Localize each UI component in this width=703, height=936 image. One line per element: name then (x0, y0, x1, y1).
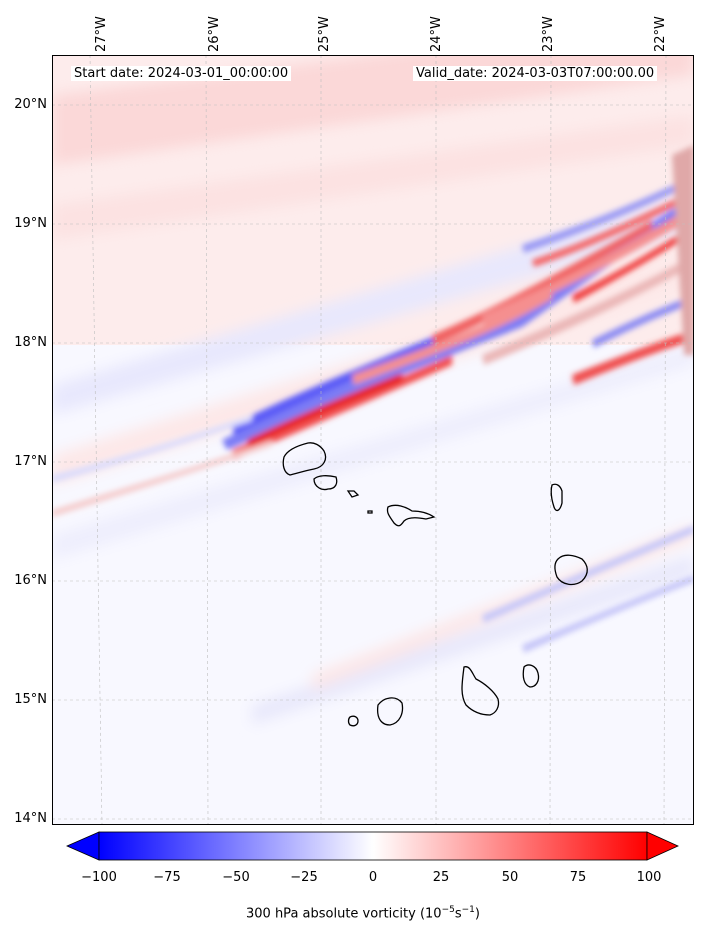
island-santo-antao (282, 442, 327, 476)
colorbar-label-mid: s (454, 906, 462, 922)
colorbar-tick-minus75: −75 (153, 870, 181, 885)
colorbar-tick-100: 100 (636, 870, 662, 885)
start-date-label: Start date: 2024-03-01_00:00:00 (71, 66, 292, 81)
colorbar-tick-75: 75 (569, 870, 587, 885)
colorbar (66, 831, 679, 861)
colorbar-label-exp1: −5 (441, 905, 455, 915)
lat-label-14n: 14°N (14, 811, 47, 826)
colorbar-extend-min (66, 831, 100, 861)
island-raso (367, 510, 373, 514)
island-maio (522, 664, 540, 688)
lon-label-23w: 23°W (541, 16, 556, 52)
island-boa-vista (554, 554, 588, 586)
map-gridlines (52, 55, 694, 825)
lon-label-27w: 27°W (94, 16, 109, 52)
island-santa-luzia (346, 490, 360, 498)
colorbar-tick-minus100: −100 (81, 870, 117, 885)
colorbar-gradient (98, 831, 648, 861)
island-brava (347, 715, 359, 727)
lat-label-16n: 16°N (14, 573, 47, 588)
lat-label-17n: 17°N (14, 454, 47, 469)
lat-label-19n: 19°N (14, 216, 47, 231)
island-sal (550, 483, 563, 512)
colorbar-label-main: 300 hPa absolute vorticity (10 (246, 906, 442, 922)
colorbar-extend-max (646, 831, 679, 861)
field-filaments (52, 145, 694, 653)
lat-label-20n: 20°N (14, 97, 47, 112)
lat-label-18n: 18°N (14, 335, 47, 350)
vorticity-map (52, 55, 694, 825)
lon-label-22w: 22°W (653, 16, 668, 52)
colorbar-label-end: ) (474, 906, 480, 922)
colorbar-label: 300 hPa absolute vorticity (10−5s−1) (246, 905, 480, 921)
lon-label-25w: 25°W (317, 16, 332, 52)
island-sao-nicolau (386, 504, 436, 527)
lon-label-24w: 24°W (429, 16, 444, 52)
island-outlines (282, 442, 588, 727)
colorbar-label-exp2: −1 (461, 905, 475, 915)
valid-date-label: Valid_date: 2024-03-03T07:00:00.00 (413, 66, 658, 81)
colorbar-tick-minus50: −50 (222, 870, 250, 885)
map-frame (52, 55, 694, 825)
colorbar-tick-50: 50 (501, 870, 519, 885)
colorbar-tick-minus25: −25 (290, 870, 318, 885)
island-fogo (376, 697, 404, 726)
island-santiago (461, 666, 500, 716)
colorbar-tick-25: 25 (432, 870, 450, 885)
lon-label-26w: 26°W (207, 16, 222, 52)
colorbar-tick-0: 0 (368, 870, 378, 885)
lat-label-15n: 15°N (14, 692, 47, 707)
island-sao-vicente (313, 475, 338, 491)
